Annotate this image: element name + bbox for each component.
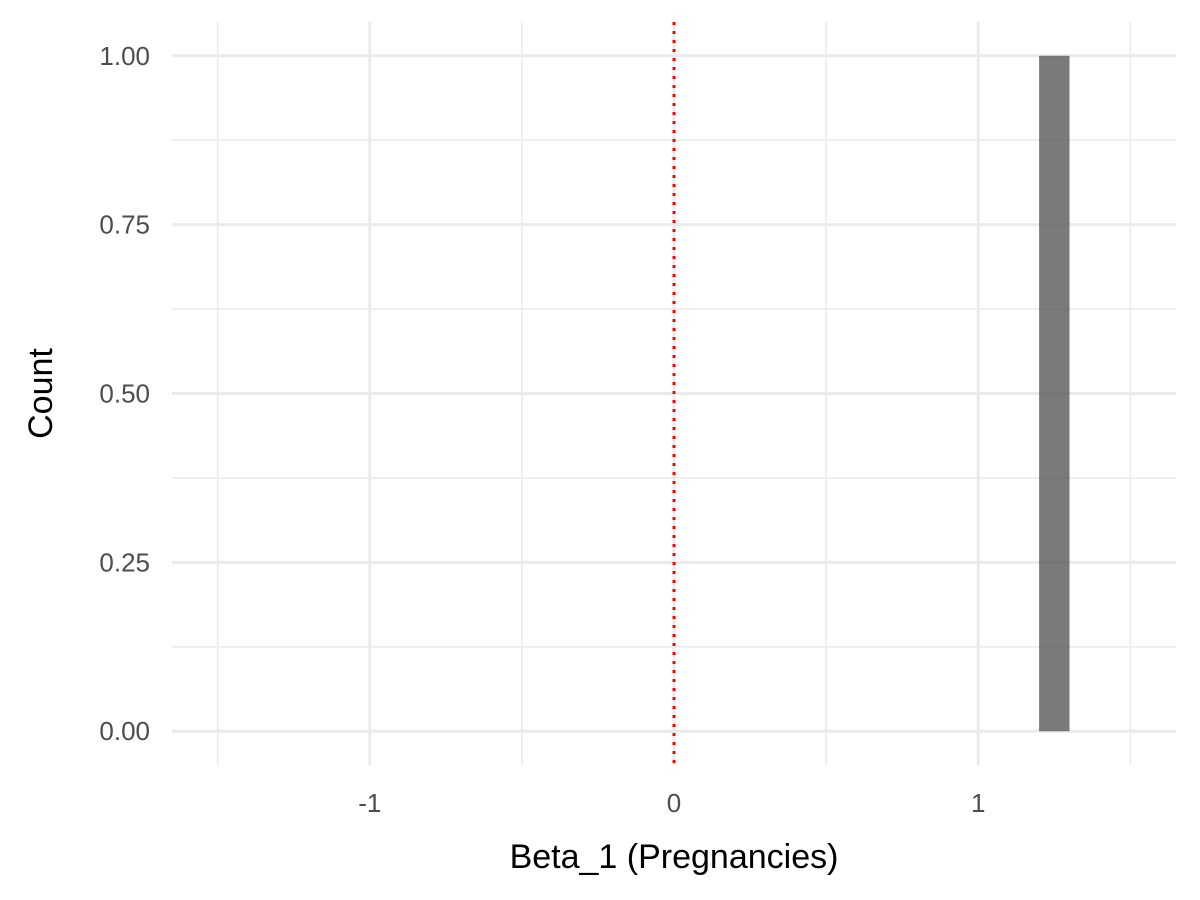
y-tick-label: 0.25 <box>99 547 150 577</box>
y-tick-label: 0.00 <box>99 716 150 746</box>
y-tick-label: 1.00 <box>99 41 150 71</box>
x-tick-labels: -1 0 1 <box>358 788 985 818</box>
y-axis-title: Count <box>22 348 60 439</box>
y-tick-label: 0.75 <box>99 210 150 240</box>
histogram-bars <box>1039 55 1070 732</box>
histogram-bar <box>1039 55 1070 732</box>
x-tick-label: -1 <box>358 788 381 818</box>
x-tick-label: 1 <box>971 788 985 818</box>
x-tick-label: 0 <box>667 788 681 818</box>
x-axis-title: Beta_1 (Pregnancies) <box>510 838 839 876</box>
y-tick-label: 0.50 <box>99 379 150 409</box>
y-tick-labels: 0.00 0.25 0.50 0.75 1.00 <box>99 41 150 746</box>
